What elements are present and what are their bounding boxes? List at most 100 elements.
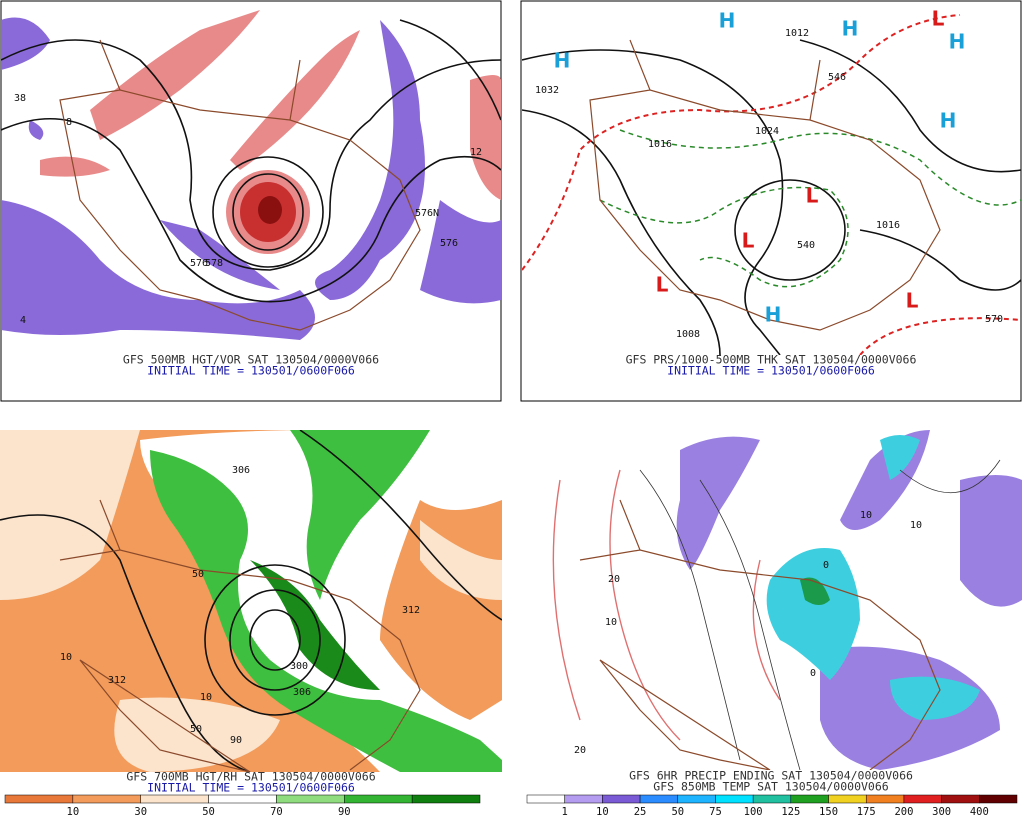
thickness-540 <box>522 14 1021 355</box>
panel-500mb: GFS 500MB HGT/VOR SAT 130504/0000V066 IN… <box>0 0 502 402</box>
contour-label: 50 <box>192 569 204 580</box>
vorticity-positive <box>40 10 501 200</box>
colorbar-label: 150 <box>819 806 838 818</box>
panel-subcaption: INITIAL TIME = 130501/0600F066 <box>147 364 355 378</box>
pressure-center-label: H <box>940 109 957 133</box>
panel-subcaption: INITIAL TIME = 130501/0600F066 <box>147 781 355 795</box>
pressure-center-label: L <box>806 184 819 208</box>
map-area <box>0 430 502 772</box>
map-area <box>552 430 1022 770</box>
colorbar-swatch <box>411 794 481 804</box>
colorbar-label: 400 <box>970 806 989 818</box>
colorbar-swatch <box>941 794 980 804</box>
pressure-center-label: L <box>742 229 755 253</box>
pressure-center-label: H <box>765 303 782 327</box>
contour-label: 546 <box>828 72 846 83</box>
colorbar: 1 10 25 50 75 100 125 150 175 200 300 400 <box>526 794 1018 818</box>
colorbar-swatch <box>344 794 413 804</box>
panel-subcaption: GFS 850MB TEMP SAT 130504/0000V066 <box>653 780 888 794</box>
colorbar-swatch <box>865 794 905 804</box>
panel-caption: GFS PRS/1000-500MB THK SAT 130504/0000V0… <box>626 353 917 367</box>
panel-subcaption: INITIAL TIME = 130501/0600F066 <box>667 364 875 378</box>
colorbar-swatch <box>602 794 641 804</box>
colorbar-label: 1 <box>562 806 568 818</box>
colorbar-swatch <box>979 794 1018 804</box>
panel-caption: GFS 700MB HGT/RH SAT 130504/0000V066 <box>126 770 375 784</box>
colorbar-swatch <box>903 794 942 804</box>
contour-label: 306 <box>232 465 250 476</box>
colorbar-label: 50 <box>671 806 684 818</box>
pressure-center-label: H <box>842 17 859 41</box>
panel-precip: GFS 6HR PRECIP ENDING SAT 130504/0000V06… <box>526 430 1022 818</box>
contour-label: 312 <box>402 605 420 616</box>
colorbar-swatch <box>208 794 277 804</box>
panel-caption: GFS 500MB HGT/VOR SAT 130504/0000V066 <box>123 353 379 367</box>
contour-label: 0 <box>823 560 829 571</box>
colorbar-label: 10 <box>67 806 80 818</box>
panel-frame <box>520 0 1022 402</box>
contour-label: 306 <box>293 687 311 698</box>
colorbar-swatch <box>72 794 141 804</box>
contour-label: 10 <box>60 652 72 663</box>
panel-700mb: GFS 700MB HGT/RH SAT 130504/0000V066 INI… <box>0 430 502 818</box>
contour-label: 576 <box>190 258 208 269</box>
contour-label: 1008 <box>676 329 700 340</box>
pressure-center-label: L <box>656 273 669 297</box>
colorbar-label: 25 <box>634 806 647 818</box>
pressure-center-label: H <box>719 9 736 33</box>
contour-label: 540 <box>797 240 815 251</box>
contour-label: 10 <box>200 692 212 703</box>
contour-label: 312 <box>108 675 126 686</box>
contour-label: 10 <box>910 520 922 531</box>
contour-label: 38 <box>14 93 26 104</box>
panel-caption: GFS 6HR PRECIP ENDING SAT 130504/0000V06… <box>629 769 913 783</box>
colorbar-label: 100 <box>744 806 763 818</box>
pressure-center-label: H <box>554 49 571 73</box>
map-area <box>522 14 1021 355</box>
colorbar-swatch <box>4 794 74 804</box>
colorbar-swatch <box>790 794 829 804</box>
colorbar-label: 10 <box>596 806 609 818</box>
pressure-center-label: L <box>906 289 919 313</box>
contour-label: 20 <box>574 745 586 756</box>
colorbar-swatch <box>526 794 565 804</box>
colorbar-swatch <box>715 794 754 804</box>
contour-label: 570 <box>985 314 1003 325</box>
colorbar-swatch <box>677 794 716 804</box>
colorbar-swatch <box>140 794 209 804</box>
colorbar-label: 90 <box>338 806 351 818</box>
contour-label: 20 <box>608 574 620 585</box>
vortex-core <box>258 196 282 224</box>
contour-label: 1024 <box>755 126 779 137</box>
thickness-lines <box>599 129 1021 288</box>
contour-label: 576N <box>415 208 439 219</box>
colorbar: 10 30 50 70 90 <box>4 794 481 818</box>
contour-label: 578 <box>205 258 223 269</box>
colorbar-label: 75 <box>709 806 722 818</box>
colorbar-label: 125 <box>781 806 800 818</box>
panel-pressure: GFS PRS/1000-500MB THK SAT 130504/0000V0… <box>520 0 1022 402</box>
contour-label: 576 <box>440 238 458 249</box>
contour-label: 10 <box>860 510 872 521</box>
colorbar-swatch <box>828 794 867 804</box>
colorbar-label: 50 <box>202 806 215 818</box>
contour-label: 300 <box>290 661 308 672</box>
colorbar-swatch <box>639 794 679 804</box>
map-area <box>1 10 501 340</box>
vorticity-negative <box>1 17 501 340</box>
contour-label: 10 <box>605 617 617 628</box>
colorbar-swatch <box>752 794 792 804</box>
contour-label: 0 <box>810 668 816 679</box>
contour-label: 8 <box>66 117 72 128</box>
pressure-center-label: L <box>932 7 945 31</box>
colorbar-label: 30 <box>134 806 147 818</box>
pressure-center-label: H <box>949 30 966 54</box>
contour-label: 4 <box>20 315 26 326</box>
contour-label: 12 <box>470 147 482 158</box>
contour-label: 1032 <box>535 85 559 96</box>
colorbar-label: 70 <box>270 806 283 818</box>
colorbar-label: 175 <box>857 806 876 818</box>
contour-label: 90 <box>230 735 242 746</box>
colorbar-label: 200 <box>894 806 913 818</box>
contour-label: 1012 <box>785 28 809 39</box>
